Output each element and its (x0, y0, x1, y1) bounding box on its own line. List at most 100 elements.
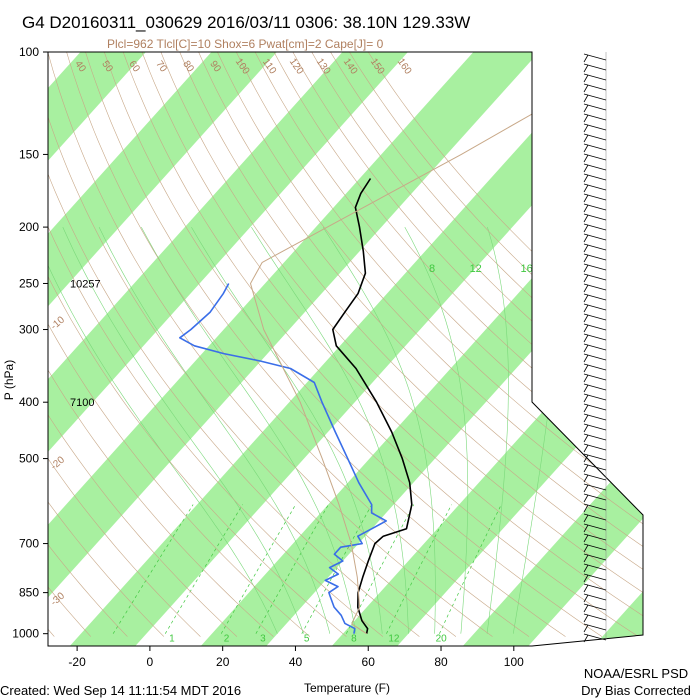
y-tick-label: 300 (19, 323, 39, 337)
dry-adiabat (273, 52, 643, 637)
wind-barb-feather (583, 504, 589, 513)
dry-adiabat (236, 52, 643, 637)
temperature-band-label: 10 (535, 394, 557, 416)
dry-adiabat (217, 52, 643, 637)
mixing-ratio-line (164, 504, 243, 634)
wind-barb-feather (583, 54, 589, 63)
x-tick-label: 0 (147, 655, 154, 669)
temperature-band-label: 30 (624, 470, 646, 492)
dry-adiabat (122, 52, 639, 637)
wind-barb-feather (583, 514, 589, 523)
x-tick-label: 40 (289, 655, 303, 669)
height-label: 10257 (70, 279, 101, 291)
moist-adiabat (48, 226, 278, 634)
wind-barb-feather (583, 614, 589, 623)
wind-barb-feather (583, 114, 589, 123)
wind-barb-feather (583, 604, 589, 613)
wind-barb-feather (583, 584, 589, 593)
mixing-ratio-label: 12 (470, 263, 482, 275)
mixing-ratio-label: 2 (224, 634, 230, 645)
x-tick-label: 60 (362, 655, 376, 669)
wind-barb-feather (583, 154, 589, 163)
dry-adiabat (48, 52, 384, 637)
wind-barb-feather (583, 594, 589, 603)
wind-barb-feather (583, 334, 589, 343)
y-tick-label: 500 (19, 452, 39, 466)
moist-adiabat (404, 226, 469, 634)
wind-barb-feather (583, 544, 589, 553)
wind-barb-feather (583, 344, 589, 353)
wind-barb-feather (583, 254, 589, 263)
temperature-band (48, 52, 408, 646)
y-axis-ticks: 100 150 200 250 300 400 500 700 850 1000 (12, 45, 48, 641)
dry-adiabat (85, 52, 566, 637)
moist-adiabat (98, 226, 331, 634)
wind-barb-feather (583, 294, 589, 303)
wind-barb-feather (583, 124, 589, 133)
height-label: 7100 (70, 397, 94, 409)
dry-adiabat (48, 52, 238, 637)
wind-barb-feather (583, 574, 589, 583)
wind-barb-feather (583, 404, 589, 413)
y-tick-label: 400 (19, 395, 39, 409)
x-tick-label: 80 (434, 655, 448, 669)
wind-barb-feather (583, 84, 589, 93)
wind-barb-feather (583, 484, 589, 493)
moist-adiabat (141, 226, 357, 634)
dry-adiabat (104, 52, 603, 637)
dry-adiabat (48, 52, 457, 637)
dry-adiabat (179, 52, 643, 637)
dry-adiabat (48, 52, 347, 637)
wind-barb-feather (583, 234, 589, 243)
wind-barb-feather (583, 194, 589, 203)
y-tick-label: 150 (19, 147, 39, 161)
mixing-ratio-label: 3 (260, 634, 266, 645)
wind-barb-feather (583, 144, 589, 153)
wind-barb-feather (583, 394, 589, 403)
dry-adiabat (48, 52, 420, 637)
wind-barb-feather (583, 354, 589, 363)
x-tick-label: -20 (68, 655, 86, 669)
temperature-band (69, 52, 643, 646)
wind-barb-feather (583, 314, 589, 323)
wind-barb-feather (583, 204, 589, 213)
mixing-ratio-line (386, 504, 452, 634)
wind-barb-feather (583, 214, 589, 223)
wind-barb-feather (583, 134, 589, 143)
wind-barb-feather (583, 184, 589, 193)
temperature-band (462, 52, 643, 646)
temperature-band-label: -10 (49, 314, 67, 332)
wind-barb-feather (583, 414, 589, 423)
mixing-ratio-line (220, 504, 296, 634)
wind-barb-feather (583, 324, 589, 333)
mixing-ratio-label: 12 (388, 634, 400, 645)
temperature-line (331, 178, 413, 634)
moist-adiabat (322, 226, 436, 634)
wind-barb-feather (583, 374, 589, 383)
wind-barb-feather (583, 384, 589, 393)
temperature-band (48, 52, 539, 646)
dry-adiabat (0, 52, 18, 637)
y-tick-label: 1000 (12, 627, 39, 641)
mixing-ratio-label: 20 (436, 634, 448, 645)
y-tick-label: 200 (19, 220, 39, 234)
parcel-line (250, 52, 642, 635)
moist-adiabat (486, 227, 509, 634)
y-tick-label: 700 (19, 537, 39, 551)
mixing-ratio-line (439, 504, 502, 634)
mixing-ratio-line (301, 504, 373, 634)
mixing-ratio-label: 24 (644, 263, 656, 275)
wind-barb-feather (583, 634, 589, 643)
plot-frame (47, 51, 644, 647)
wind-barb-feather (583, 564, 589, 573)
x-tick-label: 20 (216, 655, 230, 669)
wind-barb-feather (583, 244, 589, 253)
moist-adiabats (48, 226, 561, 634)
wind-barb-feather (583, 494, 589, 503)
dry-adiabat (48, 52, 311, 637)
wind-barb-feather (583, 284, 589, 293)
wind-barb-feather (583, 274, 589, 283)
dry-adiabat-label: 120 (287, 57, 306, 77)
mixing-ratio-label: 5 (304, 634, 310, 645)
